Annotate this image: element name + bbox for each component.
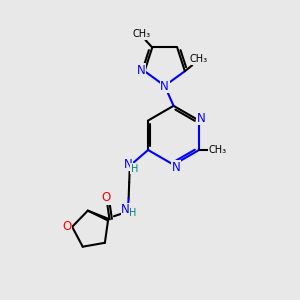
Text: N: N: [172, 160, 180, 174]
Text: N: N: [197, 112, 206, 125]
Text: CH₃: CH₃: [208, 145, 227, 155]
Text: CH₃: CH₃: [132, 29, 150, 39]
Text: N: N: [160, 80, 169, 93]
Text: O: O: [62, 220, 71, 233]
Text: N: N: [124, 158, 133, 171]
Text: CH₃: CH₃: [189, 54, 207, 64]
Text: N: N: [121, 203, 130, 216]
Text: O: O: [101, 191, 110, 204]
Text: H: H: [130, 164, 138, 173]
Text: N: N: [137, 64, 146, 77]
Text: H: H: [129, 208, 137, 218]
